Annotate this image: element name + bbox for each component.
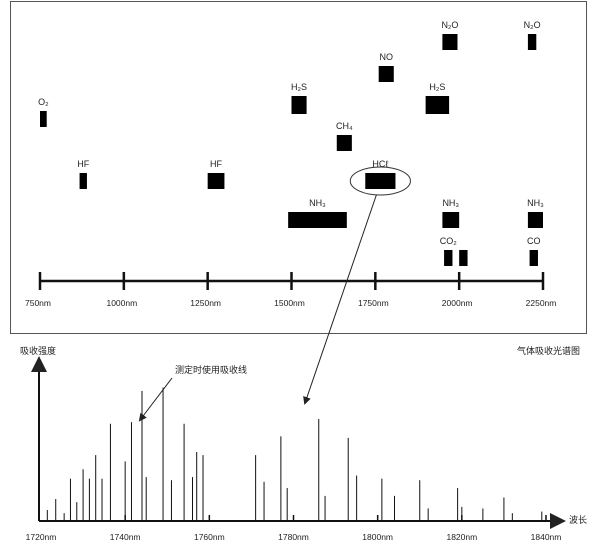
top-x-tick-label: 1500nm — [274, 298, 305, 308]
gas-absorption-spectrum-panel — [10, 1, 587, 334]
bottom-x-tick-label: 1780nm — [278, 532, 309, 542]
band-label: N₂O — [441, 20, 458, 30]
absorption-band-CO₂ — [444, 250, 453, 266]
bottom-x-axis-label: 波长 — [569, 514, 587, 525]
absorption-band-CO — [529, 250, 538, 266]
absorption-band-HF — [79, 173, 87, 189]
annotation-arrow — [138, 377, 173, 422]
absorption-band-CO₂ — [459, 250, 468, 266]
absorption-band-CH₄ — [336, 135, 352, 151]
absorption-band-N₂O — [527, 34, 537, 50]
absorption-band-H₂S — [291, 96, 307, 114]
top-x-tick-label: 1750nm — [358, 298, 389, 308]
band-label: CH₄ — [336, 121, 353, 131]
band-label: CO₂ — [440, 236, 458, 246]
bottom-y-axis-label: 吸收强度 — [20, 345, 56, 356]
band-label: HF — [77, 159, 89, 169]
absorption-line-annotation: 测定时使用吸收线 — [175, 364, 247, 375]
spectrum-caption: 气体吸收光谱图 — [517, 346, 581, 356]
absorption-band-HF — [207, 173, 225, 189]
top-x-tick-label: 1250nm — [190, 298, 221, 308]
absorption-band-N₂O — [442, 34, 458, 50]
absorption-band-HCℓ — [365, 173, 396, 189]
band-label: H₂S — [429, 82, 445, 92]
band-label: CO — [527, 236, 541, 246]
band-label: NH₃ — [309, 198, 326, 208]
band-label: NH₃ — [527, 198, 544, 208]
zoom-pointer-arrow — [303, 194, 377, 405]
bottom-x-tick-label: 1800nm — [362, 532, 393, 542]
bottom-x-tick-label: 1720nm — [26, 532, 57, 542]
absorption-band-O₂ — [40, 111, 47, 127]
top-x-tick-label: 2250nm — [526, 298, 557, 308]
absorption-band-NH₃ — [527, 212, 543, 228]
band-label: N₂O — [524, 20, 541, 30]
band-label: O₂ — [38, 97, 49, 107]
absorption-band-NO — [378, 66, 394, 82]
band-label: NO — [379, 52, 393, 62]
top-x-tick-label: 1000nm — [106, 298, 137, 308]
bottom-x-tick-label: 1760nm — [194, 532, 225, 542]
band-label: H₂S — [291, 82, 307, 92]
absorption-band-NH₃ — [442, 212, 460, 228]
band-label: HF — [210, 159, 222, 169]
top-x-tick-label: 2000nm — [442, 298, 473, 308]
band-label: NH₃ — [442, 198, 459, 208]
top-x-tick-label: 750nm — [25, 298, 51, 308]
absorption-band-H₂S — [425, 96, 450, 114]
bottom-x-tick-label: 1820nm — [446, 532, 477, 542]
band-label: HCℓ — [372, 159, 389, 169]
hcl-highlight-ellipse — [349, 166, 411, 196]
bottom-x-tick-label: 1740nm — [110, 532, 141, 542]
bottom-x-tick-label: 1840nm — [531, 532, 562, 542]
absorption-band-NH₃ — [288, 212, 347, 228]
